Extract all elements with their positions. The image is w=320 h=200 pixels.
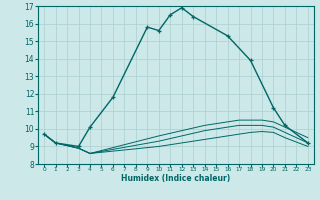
X-axis label: Humidex (Indice chaleur): Humidex (Indice chaleur) bbox=[121, 174, 231, 183]
